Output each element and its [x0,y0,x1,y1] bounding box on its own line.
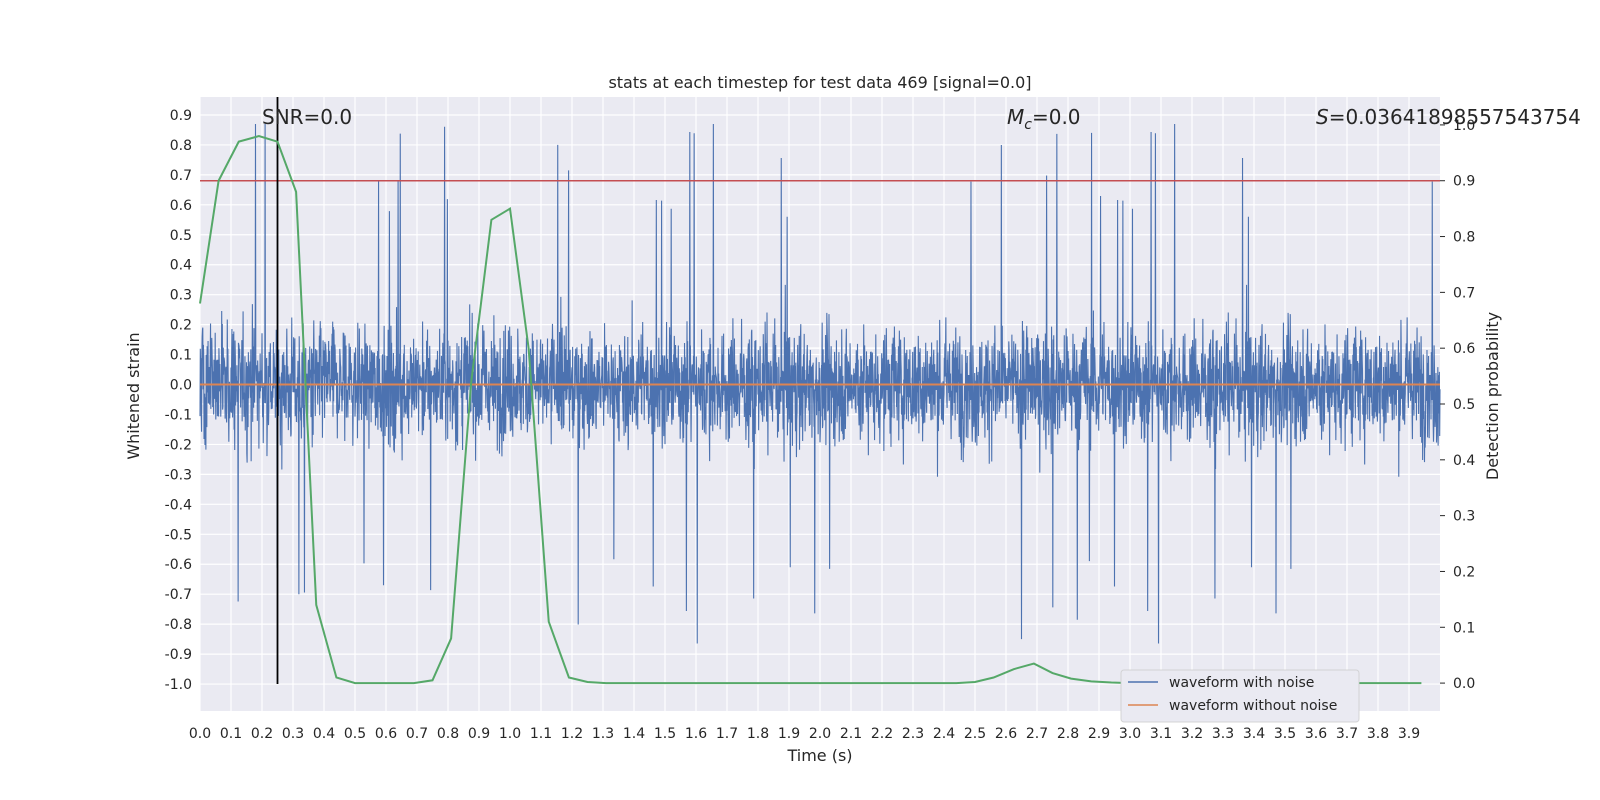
x-tick-label: 1.6 [685,726,707,742]
y2-tick-label: 0.4 [1453,453,1475,469]
x-tick-label: 1.0 [499,726,521,742]
chirp-mass-subscript: c [1024,117,1032,133]
y-tick-label: -0.5 [165,527,192,543]
legend-label-clean: waveform without noise [1169,698,1337,714]
x-tick-label: 0.1 [220,726,242,742]
y-tick-label: 0.6 [170,198,192,214]
y-tick-label: 0.2 [170,318,192,334]
x-tick-label: 0.5 [344,726,366,742]
y-tick-label: -0.8 [165,617,192,633]
chart-title: stats at each timestep for test data 469… [608,73,1031,92]
y2-tick-label: 1.0 [1453,118,1475,134]
x-tick-label: 1.3 [592,726,614,742]
x-tick-label: 1.2 [561,726,583,742]
y2-tick-label: 0.1 [1453,620,1475,636]
y2-tick-label: 0.9 [1453,174,1475,190]
x-tick-label: 0.6 [375,726,397,742]
y-tick-label: -0.4 [165,497,192,513]
y-tick-label: 0.4 [170,258,192,274]
x-tick-label: 2.8 [1057,726,1079,742]
x-axis-ticks: 0.0 0.1 0.2 0.3 0.4 0.5 0.6 0.7 0.8 0.9 1.0 1.1 1.2 1… [189,726,1420,742]
noise-trace [199,123,1441,644]
x-tick-label: 0.4 [313,726,335,742]
y2-tick-label: 0.3 [1453,509,1475,525]
y-tick-label: -0.3 [165,467,192,483]
y-tick-label: 0.1 [170,348,192,364]
y-tick-label: 0.9 [170,108,192,124]
snr-annotation: SNR=0.0 [262,105,352,129]
y-tick-label: -0.1 [165,407,192,423]
y-tick-label: 0.3 [170,288,192,304]
x-tick-label: 3.2 [1181,726,1203,742]
y-tick-label: 0.7 [170,168,192,184]
x-tick-label: 3.7 [1336,726,1358,742]
y2-tick-label: 0.0 [1453,676,1475,692]
y-tick-label: 0.8 [170,138,192,154]
x-tick-label: 2.2 [871,726,893,742]
y-tick-label: -0.2 [165,437,192,453]
y2-tick-label: 0.5 [1453,397,1475,413]
chirp-mass-value: =0.0 [1032,105,1081,129]
y-tick-label: -1.0 [165,677,192,693]
score-value: =0.03641898557543754 [1329,105,1581,129]
x-axis-label: Time (s) [786,746,852,765]
series-waveform-with-noise [199,123,1441,644]
legend: waveform with noise waveform without noi… [1120,669,1360,723]
legend-box [1120,669,1360,723]
y2-tick-label: 0.2 [1453,564,1475,580]
x-tick-label: 0.7 [406,726,428,742]
x-tick-label: 3.6 [1305,726,1327,742]
score-annotation: S=0.03641898557543754 [1316,105,1581,129]
x-tick-label: 3.1 [1150,726,1172,742]
x-tick-label: 3.8 [1367,726,1389,742]
legend-label-noise: waveform with noise [1169,675,1314,691]
x-tick-label: 2.7 [1026,726,1048,742]
x-tick-label: 2.9 [1088,726,1110,742]
x-tick-label: 1.4 [623,726,645,742]
y2-tick-label: 0.6 [1453,341,1475,357]
x-tick-label: 3.3 [1212,726,1234,742]
y-tick-label: 0.5 [170,228,192,244]
y-tick-label: 0.0 [170,378,192,394]
x-tick-label: 3.9 [1398,726,1420,742]
x-tick-label: 2.3 [902,726,924,742]
x-tick-label: 0.3 [282,726,304,742]
y-tick-label: -0.7 [165,587,192,603]
x-tick-label: 3.5 [1274,726,1296,742]
y-axis-ticks: 0.9 0.8 0.7 0.6 0.5 0.4 0.3 0.2 0.1 0.0 -0.1 -0.2 -0… [165,108,192,693]
y2-tick-label: 0.7 [1453,285,1475,301]
x-tick-label: 2.0 [809,726,831,742]
chirp-mass-symbol: M [1007,105,1024,129]
y2-tick-label: 0.8 [1453,230,1475,246]
x-tick-label: 3.4 [1243,726,1265,742]
y-tick-label: -0.6 [165,557,192,573]
x-tick-label: 0.8 [437,726,459,742]
x-tick-label: 0.9 [468,726,490,742]
x-tick-label: 2.1 [840,726,862,742]
y2-axis-ticks: 1.0 0.9 0.8 0.7 0.6 0.5 0.4 0.3 0.2 0.1 0.0 [1440,118,1475,692]
x-tick-label: 2.5 [964,726,986,742]
x-tick-label: 1.7 [716,726,738,742]
x-tick-label: 0.0 [189,726,211,742]
x-tick-label: 3.0 [1119,726,1141,742]
x-tick-label: 2.4 [933,726,955,742]
y2-axis-label: Detection probability [1483,312,1502,480]
x-tick-label: 2.6 [995,726,1017,742]
y-axis-label: Whitened strain [124,332,143,459]
score-symbol: S [1316,105,1329,129]
x-tick-label: 0.2 [251,726,273,742]
x-tick-label: 1.5 [654,726,676,742]
x-tick-label: 1.8 [747,726,769,742]
x-tick-label: 1.1 [530,726,552,742]
chirp-mass-annotation: Mc=0.0 [1007,105,1081,133]
y-tick-label: -0.9 [165,647,192,663]
x-tick-label: 1.9 [778,726,800,742]
